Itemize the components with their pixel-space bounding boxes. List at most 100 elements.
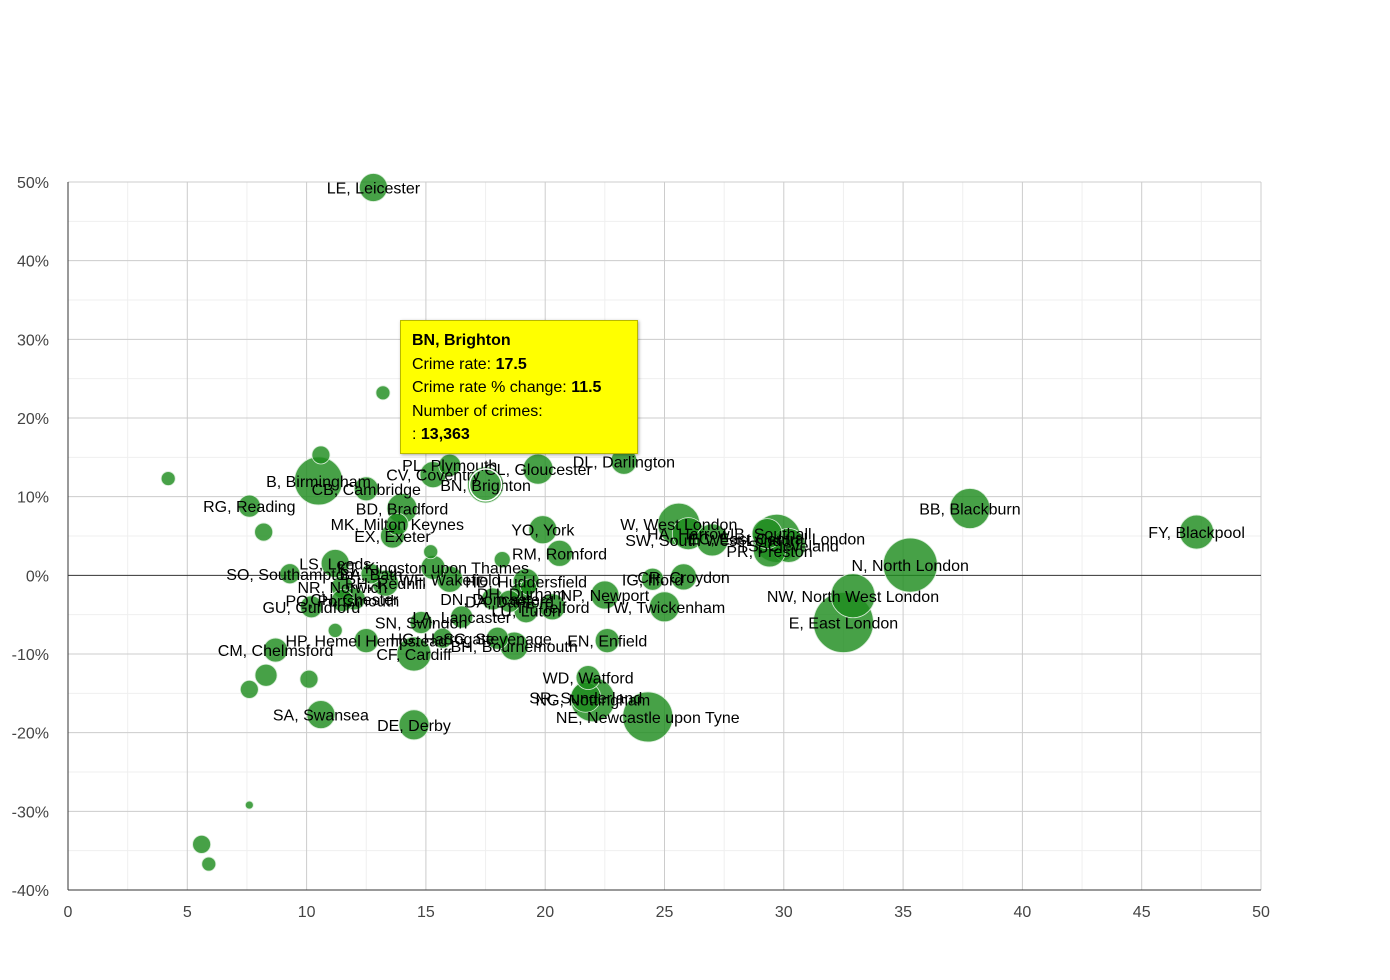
bubble-label: LA, Lancaster <box>412 610 511 627</box>
bubble <box>359 173 388 202</box>
x-axis-ticks: 0 5 10 15 20 25 30 35 40 45 50 <box>64 904 1270 921</box>
y-tick-label: -20% <box>12 726 49 743</box>
bubble <box>590 580 620 610</box>
y-tick-label: 50% <box>17 175 49 192</box>
x-tick-label: 10 <box>298 904 316 921</box>
bubble-label: N, North London <box>852 558 969 575</box>
bubble <box>244 800 254 810</box>
bubble <box>299 595 323 619</box>
bubble-label: BH, Bournemouth <box>451 639 578 656</box>
bubble-label: YO, York <box>511 523 575 540</box>
bubble-label: HD, Huddersfield <box>465 575 587 592</box>
bubble-label: SG, Stevenage <box>443 631 552 648</box>
bubble-label: NR, Norwich <box>297 580 387 597</box>
tooltip: BN, Brighton Crime rate: 17.5 Crime rate… <box>400 320 638 454</box>
bubble <box>353 476 379 502</box>
x-tick-label: 45 <box>1133 904 1151 921</box>
bubble-label: E, East London <box>789 616 898 633</box>
bubble <box>493 551 511 568</box>
y-axis-ticks: 50% 40% 30% 20% 10% 0% -10% -20% -30% -40% <box>12 175 49 900</box>
bubble-label: PR, Preston <box>726 544 812 561</box>
bubble-label: CR, Croydon <box>637 570 729 587</box>
tooltip-count-prefix: : <box>412 426 421 443</box>
bubble <box>311 445 331 465</box>
bubble <box>498 589 521 613</box>
y-tick-label: 40% <box>17 254 49 271</box>
bubble-label: KT, Kingston upon Thames <box>337 560 529 577</box>
bubble <box>450 605 474 629</box>
bubble <box>528 515 558 545</box>
bubble-label: BA, Bath <box>339 567 402 584</box>
x-tick-label: 50 <box>1252 904 1270 921</box>
bubble-label: TS, Cleveland <box>738 538 839 555</box>
bubble-label: WD, Watford <box>543 671 634 688</box>
bubble <box>398 709 430 741</box>
bubble-label: BD, Bradford <box>356 501 448 518</box>
bubble-label: CB, Cambridge <box>312 482 421 499</box>
bubble <box>330 589 354 612</box>
x-tick-label: 0 <box>64 904 73 921</box>
bubble-label: UB, Southall <box>723 527 812 544</box>
bubble <box>385 512 409 536</box>
bubble-label: DN, Doncaster <box>440 592 546 609</box>
hovered-bubble-ring <box>468 468 503 502</box>
tooltip-crime-rate-value: 17.5 <box>495 355 527 373</box>
bubble <box>353 628 379 654</box>
bubble <box>201 856 217 872</box>
tooltip-title: BN, Brighton <box>412 332 511 349</box>
bubble-label: LS, Leeds <box>299 557 371 574</box>
bubble-label: DE, Derby <box>377 718 451 735</box>
y-tick-label: -10% <box>12 647 49 664</box>
x-tick-label: 30 <box>775 904 793 921</box>
x-tick-label: 20 <box>536 904 554 921</box>
bubble <box>695 523 729 557</box>
bubble <box>239 680 259 699</box>
bubble-label: SR, Sunderland <box>529 690 642 707</box>
bubble <box>546 539 573 567</box>
x-tick-label: 25 <box>656 904 674 921</box>
bubble-label: GU, Guildford <box>262 600 360 617</box>
bubble <box>299 669 319 689</box>
bubble <box>254 663 278 687</box>
bubble <box>882 537 938 593</box>
bubble <box>830 573 876 619</box>
bubble <box>237 494 261 518</box>
y-tick-label: 30% <box>17 332 49 349</box>
bubble-label: GL, Gloucester <box>484 462 592 479</box>
bubble-label: SN, Swindon <box>375 616 468 633</box>
bubble-label: CF, Cardiff <box>376 647 452 664</box>
y-tick-label: 10% <box>17 490 49 507</box>
bubble-label: CM, Chelmsford <box>218 643 334 660</box>
bubble-labels: LE, LeicesterLN, LincolnPL, PlymouthDL, … <box>203 181 1245 735</box>
bubble <box>306 700 336 729</box>
bubble <box>438 453 462 477</box>
bubble <box>670 563 697 591</box>
bubble <box>486 626 509 650</box>
bubble-label: BB, Blackburn <box>919 501 1020 518</box>
bubble-label: HA, Harrow <box>647 527 730 544</box>
x-tick-label: 40 <box>1014 904 1032 921</box>
bubble <box>622 691 674 743</box>
bubble-label: DL, Darlington <box>573 454 675 471</box>
bubble <box>467 466 504 504</box>
bubble-label: SO, Southampton <box>226 567 353 584</box>
bubble-label: WF, Wakefield <box>399 572 501 589</box>
bubble <box>594 628 620 654</box>
bubble-label: RG, Reading <box>203 499 296 516</box>
bubble <box>320 549 350 578</box>
bubble-label: LU, Luton <box>491 604 560 621</box>
tooltip-count-value: 13,363 <box>420 426 470 443</box>
bubble <box>641 567 664 591</box>
bubble-label: SW, South West London <box>625 533 799 550</box>
bubble-label: BN, Brighton <box>440 478 531 495</box>
bubble <box>192 834 212 854</box>
bubble-label: PO, Portsmouth <box>285 594 399 611</box>
y-tick-label: -40% <box>12 883 49 900</box>
bubble <box>751 518 783 550</box>
bubble-label: EN, Enfield <box>567 634 647 651</box>
bubble <box>649 591 680 623</box>
bubble-label: EC, East Central London <box>688 531 865 548</box>
bubble <box>423 544 439 560</box>
bubble <box>1179 514 1214 550</box>
x-tick-label: 35 <box>894 904 912 921</box>
